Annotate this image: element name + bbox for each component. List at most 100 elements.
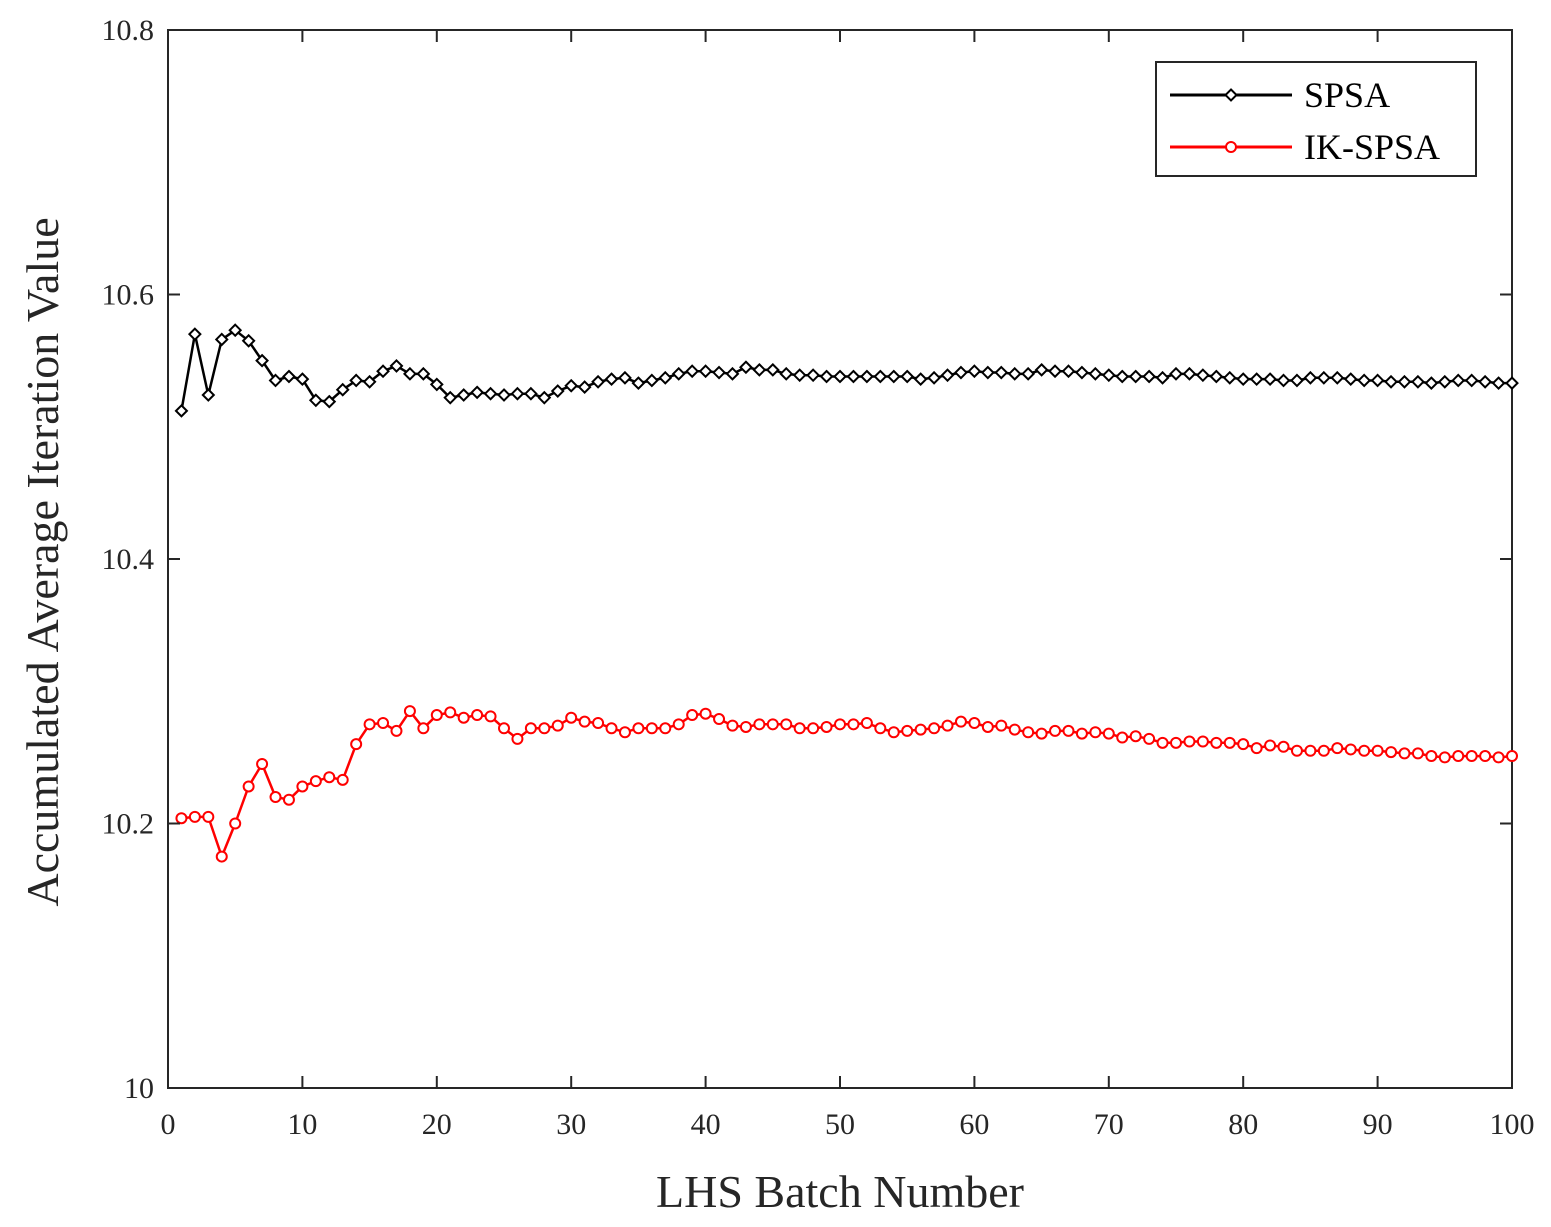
data-point-spsa bbox=[1451, 373, 1466, 388]
data-point-ik-spsa bbox=[699, 707, 712, 720]
data-point-spsa bbox=[349, 373, 364, 388]
series-line-ik-spsa bbox=[181, 709, 1513, 858]
data-point-ik-spsa bbox=[269, 791, 282, 804]
x-tick-label: 70 bbox=[1094, 1108, 1124, 1141]
data-point-spsa bbox=[779, 366, 794, 381]
data-point-ik-spsa bbox=[336, 773, 349, 786]
data-point-spsa bbox=[604, 372, 619, 387]
data-point-spsa bbox=[416, 366, 431, 381]
data-point-ik-spsa bbox=[713, 713, 726, 726]
data-point-spsa bbox=[658, 370, 673, 385]
data-point-spsa bbox=[228, 323, 243, 338]
data-point-spsa bbox=[443, 390, 458, 405]
data-point-ik-spsa bbox=[914, 723, 927, 736]
data-point-ik-spsa bbox=[1156, 736, 1169, 749]
data-point-spsa bbox=[497, 388, 511, 402]
data-point-spsa bbox=[282, 369, 296, 384]
legend-marker-spsa bbox=[1224, 88, 1238, 102]
data-point-ik-spsa bbox=[202, 810, 215, 823]
data-point-spsa bbox=[335, 382, 350, 397]
data-point-spsa bbox=[187, 327, 202, 342]
data-point-spsa bbox=[1505, 376, 1519, 391]
data-point-spsa bbox=[927, 370, 941, 385]
data-point-spsa bbox=[1021, 366, 1036, 381]
data-point-ik-spsa bbox=[726, 719, 739, 732]
data-point-ik-spsa bbox=[847, 718, 860, 731]
data-point-spsa bbox=[1182, 366, 1197, 381]
data-point-spsa bbox=[255, 353, 269, 368]
data-point-ik-spsa bbox=[672, 718, 685, 731]
data-point-spsa bbox=[1142, 369, 1157, 384]
legend-label-ik-spsa: IK-SPSA bbox=[1304, 127, 1440, 167]
data-point-spsa bbox=[174, 403, 189, 418]
data-point-spsa bbox=[1411, 374, 1425, 389]
data-point-spsa bbox=[510, 386, 525, 401]
data-point-ik-spsa bbox=[1035, 727, 1048, 740]
data-point-spsa bbox=[846, 369, 861, 384]
data-point-ik-spsa bbox=[981, 720, 994, 733]
data-point-ik-spsa bbox=[686, 709, 699, 722]
data-point-ik-spsa bbox=[659, 722, 672, 735]
data-point-ik-spsa bbox=[1143, 732, 1156, 745]
data-point-ik-spsa bbox=[403, 705, 416, 718]
data-point-spsa bbox=[564, 378, 579, 393]
data-point-spsa bbox=[1384, 374, 1398, 389]
data-point-ik-spsa bbox=[175, 812, 188, 825]
data-point-ik-spsa bbox=[1183, 735, 1196, 748]
data-point-ik-spsa bbox=[1075, 727, 1088, 740]
data-point-spsa bbox=[470, 385, 485, 400]
data-point-ik-spsa bbox=[1425, 750, 1438, 763]
data-point-spsa bbox=[403, 366, 417, 381]
data-point-ik-spsa bbox=[1210, 736, 1223, 749]
data-point-ik-spsa bbox=[1089, 726, 1102, 739]
data-point-spsa bbox=[618, 370, 632, 385]
data-point-spsa bbox=[671, 366, 686, 381]
data-point-spsa bbox=[1007, 366, 1022, 381]
data-point-ik-spsa bbox=[874, 722, 887, 735]
data-point-spsa bbox=[873, 369, 888, 384]
data-point-ik-spsa bbox=[377, 716, 390, 729]
data-point-spsa bbox=[523, 386, 538, 401]
data-point-spsa bbox=[1464, 373, 1479, 388]
data-point-spsa bbox=[1048, 364, 1062, 379]
data-point-ik-spsa bbox=[995, 719, 1008, 732]
data-point-spsa bbox=[954, 365, 968, 380]
data-point-ik-spsa bbox=[1344, 743, 1357, 756]
data-point-ik-spsa bbox=[484, 710, 497, 723]
data-point-ik-spsa bbox=[1062, 724, 1075, 737]
y-tick-label: 10 bbox=[124, 1072, 154, 1105]
x-tick-label: 60 bbox=[959, 1108, 989, 1141]
data-point-ik-spsa bbox=[793, 722, 806, 735]
data-point-spsa bbox=[1115, 369, 1130, 384]
data-point-spsa bbox=[214, 332, 229, 347]
data-point-ik-spsa bbox=[498, 722, 510, 735]
plot-area bbox=[167, 29, 1519, 1089]
data-point-spsa bbox=[698, 364, 713, 379]
data-point-ik-spsa bbox=[834, 718, 846, 731]
data-point-ik-spsa bbox=[1116, 731, 1129, 744]
x-tick-label: 30 bbox=[556, 1108, 586, 1141]
data-point-spsa bbox=[456, 388, 471, 402]
data-point-spsa bbox=[1249, 372, 1264, 387]
data-point-spsa bbox=[792, 368, 807, 383]
x-tick-label: 20 bbox=[422, 1108, 452, 1141]
data-point-ik-spsa bbox=[524, 722, 537, 735]
axes-frame bbox=[167, 29, 1513, 1089]
data-point-ik-spsa bbox=[578, 715, 591, 728]
data-point-spsa bbox=[376, 364, 390, 379]
data-point-spsa bbox=[980, 365, 995, 380]
data-point-ik-spsa bbox=[860, 716, 873, 729]
data-point-spsa bbox=[1491, 376, 1506, 391]
data-point-ik-spsa bbox=[1506, 750, 1518, 763]
data-point-ik-spsa bbox=[229, 817, 242, 830]
data-point-ik-spsa bbox=[1304, 744, 1317, 757]
data-point-spsa bbox=[940, 368, 955, 383]
data-point-spsa bbox=[725, 366, 740, 381]
data-point-ik-spsa bbox=[1277, 740, 1290, 753]
legend-marker-ik-spsa bbox=[1225, 141, 1237, 153]
data-point-spsa bbox=[967, 364, 982, 379]
data-point-spsa bbox=[819, 369, 834, 384]
data-point-ik-spsa bbox=[1237, 738, 1250, 751]
data-point-ik-spsa bbox=[296, 780, 309, 793]
data-point-spsa bbox=[712, 365, 726, 380]
